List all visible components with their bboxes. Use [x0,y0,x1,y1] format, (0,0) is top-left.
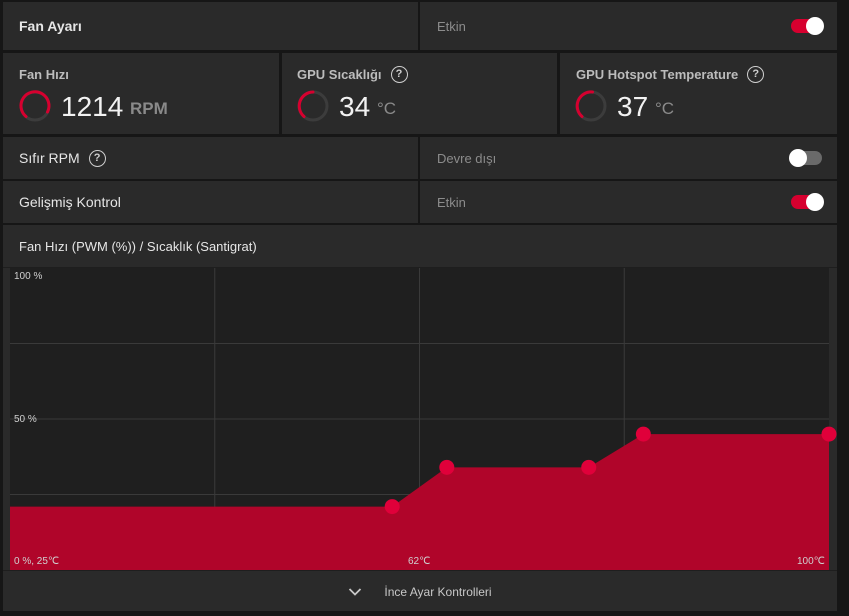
metric-label: GPU Hotspot Temperature [576,66,739,82]
help-icon[interactable]: ? [88,149,106,167]
metric-label: GPU Sıcaklığı [297,66,382,82]
curve-point[interactable] [439,459,455,475]
curve-point[interactable] [821,426,837,442]
fan-setting-control-panel [420,2,837,50]
metric-gpu-temp: GPU Sıcaklığı ? [297,64,408,84]
zero-rpm-label-panel [3,137,418,179]
metric-card-gpu-temp [282,53,557,134]
fan-speed-value: 1214 [61,91,124,122]
fine-controls-button[interactable]: İnce Ayar Kontrolleri [3,573,837,611]
metric-fan-speed: Fan Hızı [19,65,69,83]
advanced-toggle[interactable] [791,193,824,211]
zero-rpm-label: Sıfır RPM [19,150,80,166]
chart-title: Fan Hızı (PWM (%)) / Sıcaklık (Santigrat… [19,238,257,254]
fine-controls-label: İnce Ayar Kontrolleri [384,585,492,599]
toggle-knob [806,193,824,211]
zero-rpm-status: Devre dışı [437,150,497,166]
x-tick-62: 62℃ [408,556,431,567]
y-tick-50: 50 % [14,414,37,425]
gpu-temp-unit: °C [377,99,397,118]
curve-point[interactable] [384,499,400,515]
zero-rpm-row: Sıfır RPM ? [19,148,106,168]
fan-setting-title: Fan Ayarı [19,18,82,34]
help-icon[interactable]: ? [747,65,765,83]
hotspot-temp-gauge-icon [575,90,607,122]
fan-setting-status: Etkin [437,18,466,34]
hotspot-temp-unit: °C [655,99,675,118]
metric-card-fan-speed [3,53,279,134]
advanced-control-panel [420,181,837,223]
metric-hotspot-temp: GPU Hotspot Temperature ? [576,64,765,84]
help-icon[interactable]: ? [390,65,408,83]
curve-point[interactable] [581,459,597,475]
fine-controls-divider [3,570,837,571]
advanced-label: Gelişmiş Kontrol [19,194,121,210]
curve-point[interactable] [635,426,651,442]
x-tick-100: 100℃ [797,556,825,567]
toggle-knob [806,17,824,35]
gpu-temp-value: 34 [339,91,371,122]
advanced-label-panel [3,181,418,223]
fan-setting-label-panel [3,2,418,50]
advanced-status: Etkin [437,194,466,210]
chart-title-divider [3,267,837,268]
hotspot-temp-value: 37 [617,91,649,122]
toggle-knob [789,149,807,167]
fan-setting-toggle[interactable] [791,17,824,35]
y-tick-100: 100 % [14,271,43,282]
fan-speed-gauge-icon [19,90,51,122]
chevron-down-icon [349,588,362,596]
x-tick-origin: 0 %, 25℃ [14,556,60,567]
zero-rpm-toggle[interactable] [789,149,822,167]
zero-rpm-control-panel [420,137,837,179]
gpu-temp-gauge-icon [297,90,329,122]
metric-label: Fan Hızı [19,66,69,82]
fan-speed-unit: RPM [130,99,168,118]
fan-curve-points[interactable] [384,426,837,515]
metric-card-hotspot-temp [560,53,837,134]
fan-curve-area [10,434,829,570]
